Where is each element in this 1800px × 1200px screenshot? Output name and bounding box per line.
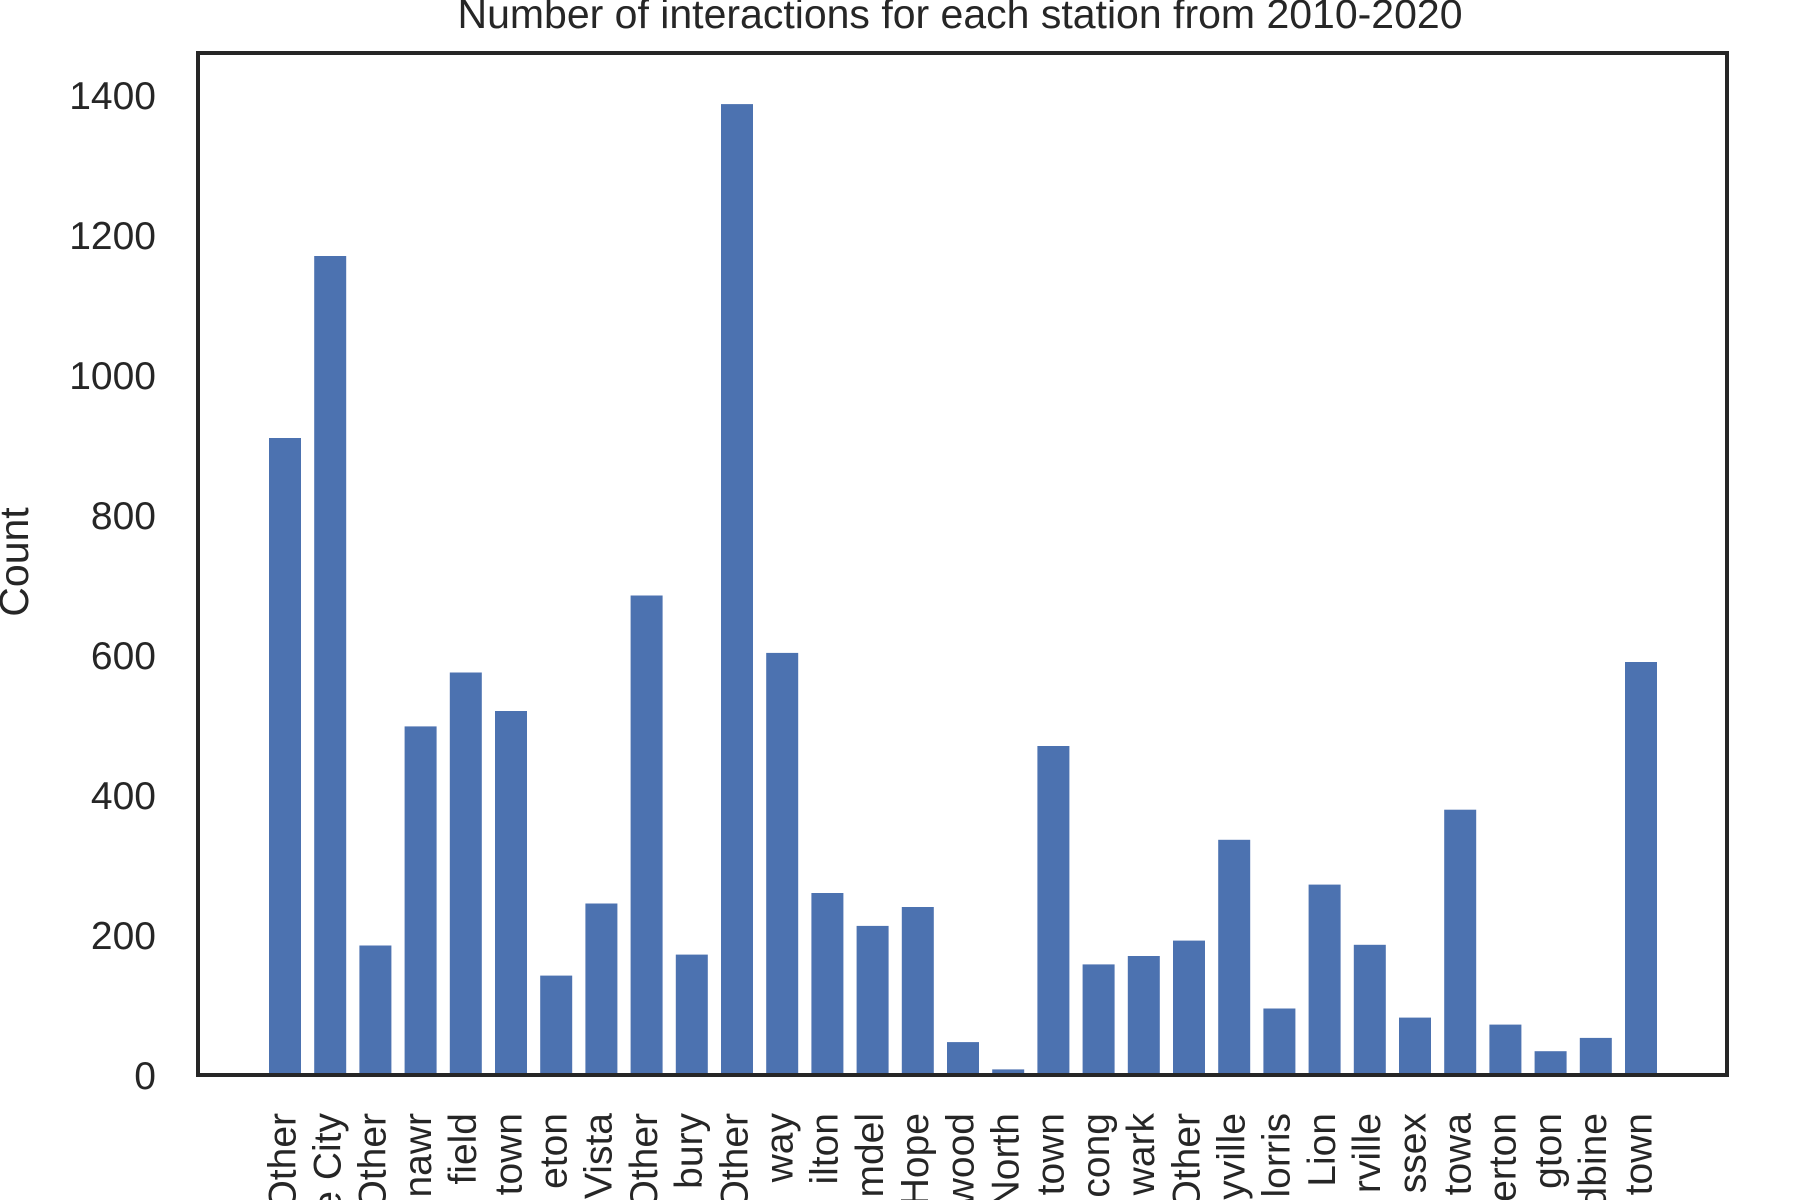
x-tick-label: eton — [532, 1113, 575, 1189]
bar-4 — [404, 726, 437, 1075]
bar-21 — [1173, 940, 1205, 1075]
x-tick-label: e City — [306, 1113, 349, 1200]
x-tick-label: Other — [1165, 1113, 1208, 1200]
bar-10 — [675, 954, 708, 1075]
x-tick-label: town — [1617, 1113, 1660, 1195]
x-tick-label: ilton — [804, 1113, 847, 1185]
chart-title: Number of interactions for each station … — [457, 0, 1462, 37]
x-axis-ticks: Other e City Other nawr field town eton Vista Ot… — [261, 1113, 1660, 1200]
x-tick-label: gton — [1527, 1113, 1570, 1189]
x-tick-label: Hope — [894, 1113, 937, 1200]
y-tick-label: 0 — [134, 1055, 156, 1098]
x-tick-label: Other — [713, 1113, 756, 1200]
x-tick-label: way — [758, 1113, 801, 1184]
bar-3 — [359, 945, 392, 1075]
bar-25 — [1353, 944, 1386, 1075]
y-tick-label: 1000 — [69, 355, 156, 398]
bar-11 — [721, 104, 753, 1076]
bar-5 — [449, 672, 482, 1075]
bar-8 — [585, 903, 618, 1075]
x-tick-label: bury — [668, 1113, 711, 1189]
x-tick-label: nawr — [397, 1113, 440, 1198]
y-tick-label: 1200 — [69, 215, 156, 258]
x-tick-label: ssex — [1391, 1113, 1434, 1194]
bar-13 — [811, 893, 844, 1075]
bar-2 — [314, 256, 347, 1075]
x-tick-label: mdel — [849, 1113, 892, 1198]
bar-17 — [992, 1069, 1025, 1075]
x-tick-label: Vista — [578, 1113, 621, 1199]
bar-29 — [1534, 1051, 1567, 1075]
bar-19 — [1082, 964, 1115, 1075]
bar-27 — [1444, 809, 1477, 1075]
x-tick-label: erton — [1482, 1113, 1525, 1200]
bar-26 — [1399, 1017, 1431, 1075]
plot-frame — [196, 51, 1729, 1077]
x-tick-label: cong — [1075, 1113, 1118, 1198]
x-tick-label: field — [442, 1113, 485, 1185]
bar-1 — [269, 438, 301, 1075]
bar-16 — [947, 1042, 979, 1075]
y-tick-label: 400 — [91, 775, 156, 818]
y-tick-label: 200 — [91, 915, 156, 958]
bars — [269, 104, 1657, 1076]
x-tick-label: Other — [623, 1113, 666, 1200]
x-tick-label: yville — [1210, 1113, 1253, 1200]
bar-18 — [1037, 746, 1070, 1075]
y-tick-label: 600 — [91, 635, 156, 678]
bar-23 — [1263, 1008, 1296, 1075]
bar-24 — [1308, 884, 1341, 1075]
bar-15 — [901, 907, 934, 1075]
x-tick-label: Other — [261, 1113, 304, 1200]
x-tick-label: wood — [939, 1113, 982, 1200]
bar-30 — [1579, 1037, 1612, 1075]
bar-31 — [1625, 662, 1657, 1075]
x-tick-label: North — [984, 1113, 1027, 1200]
bar-6 — [495, 711, 527, 1075]
x-tick-label: rville — [1346, 1113, 1389, 1193]
x-tick-label: dbine — [1572, 1113, 1615, 1200]
bar-9 — [630, 595, 663, 1075]
x-tick-label: wark — [1120, 1113, 1163, 1197]
bar-28 — [1489, 1024, 1522, 1075]
x-tick-label: lorris — [1256, 1113, 1299, 1198]
y-axis-ticks: 0 200 400 600 800 1000 1200 1400 — [69, 75, 156, 1098]
y-tick-label: 800 — [91, 495, 156, 538]
bar-22 — [1218, 839, 1251, 1075]
bar-20 — [1127, 956, 1160, 1075]
bar-7 — [540, 975, 573, 1075]
x-tick-label: Lion — [1301, 1113, 1344, 1187]
x-tick-label: town — [1030, 1113, 1073, 1195]
x-tick-label: Other — [352, 1113, 395, 1200]
x-tick-label: town — [487, 1113, 530, 1195]
bar-14 — [856, 925, 889, 1075]
bar-12 — [766, 652, 799, 1075]
y-tick-label: 1400 — [69, 75, 156, 118]
x-tick-label: towa — [1436, 1113, 1479, 1196]
y-axis-label: Count — [0, 507, 37, 617]
